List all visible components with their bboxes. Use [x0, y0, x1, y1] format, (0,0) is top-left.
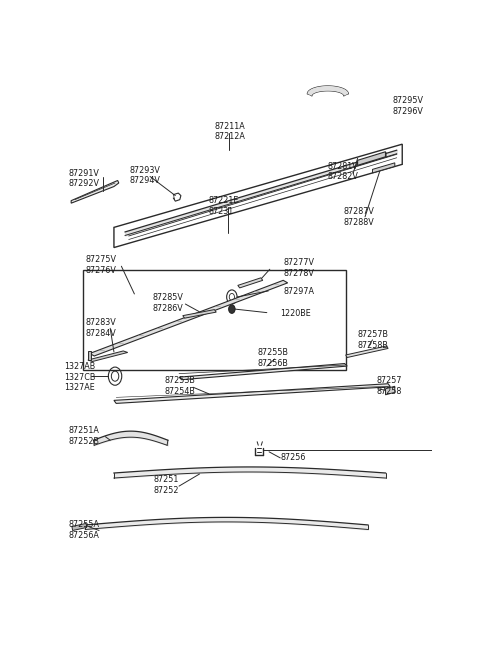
Text: 87211A
87212A: 87211A 87212A [215, 122, 245, 141]
Text: 87251
87252: 87251 87252 [154, 476, 179, 495]
Polygon shape [307, 86, 348, 96]
Polygon shape [372, 163, 395, 173]
Text: 87275V
87276V: 87275V 87276V [85, 255, 116, 275]
Polygon shape [114, 144, 402, 248]
Polygon shape [90, 280, 288, 356]
Polygon shape [358, 152, 385, 165]
Text: 87285V
87286V: 87285V 87286V [152, 293, 183, 313]
Text: 87257B
87258B: 87257B 87258B [358, 330, 389, 350]
Circle shape [229, 305, 235, 313]
Polygon shape [179, 364, 347, 380]
Text: 1327AB
1327CB
1327AE: 1327AB 1327CB 1327AE [64, 362, 96, 392]
Text: 87255A
87256A: 87255A 87256A [68, 520, 99, 540]
Text: 87221E
87231: 87221E 87231 [209, 196, 239, 215]
Polygon shape [72, 523, 87, 531]
Polygon shape [183, 310, 216, 318]
Polygon shape [114, 384, 390, 403]
Text: 87257
87258: 87257 87258 [377, 377, 402, 396]
Polygon shape [346, 346, 388, 358]
Polygon shape [83, 271, 346, 370]
Polygon shape [88, 351, 128, 362]
Text: 1220BE: 1220BE [280, 309, 311, 318]
Text: 87255B
87256B: 87255B 87256B [257, 348, 288, 368]
Text: 87253B
87254B: 87253B 87254B [164, 377, 195, 396]
Text: 87293V
87294V: 87293V 87294V [130, 166, 161, 185]
Text: 87281V
87282V: 87281V 87282V [327, 162, 358, 181]
Text: 87291V
87292V: 87291V 87292V [68, 168, 99, 189]
Text: 87277V
87278V: 87277V 87278V [283, 258, 314, 278]
Polygon shape [88, 351, 91, 360]
Text: 87256: 87256 [281, 453, 306, 462]
Text: 87251A
87252B: 87251A 87252B [68, 426, 99, 445]
Text: 87283V
87284V: 87283V 87284V [85, 318, 116, 337]
Polygon shape [71, 181, 119, 203]
Text: 87297A: 87297A [283, 287, 314, 296]
Text: 87295V
87296V: 87295V 87296V [393, 96, 424, 116]
Polygon shape [238, 278, 263, 288]
Text: 87287V
87288V: 87287V 87288V [344, 207, 374, 227]
Polygon shape [385, 386, 395, 395]
